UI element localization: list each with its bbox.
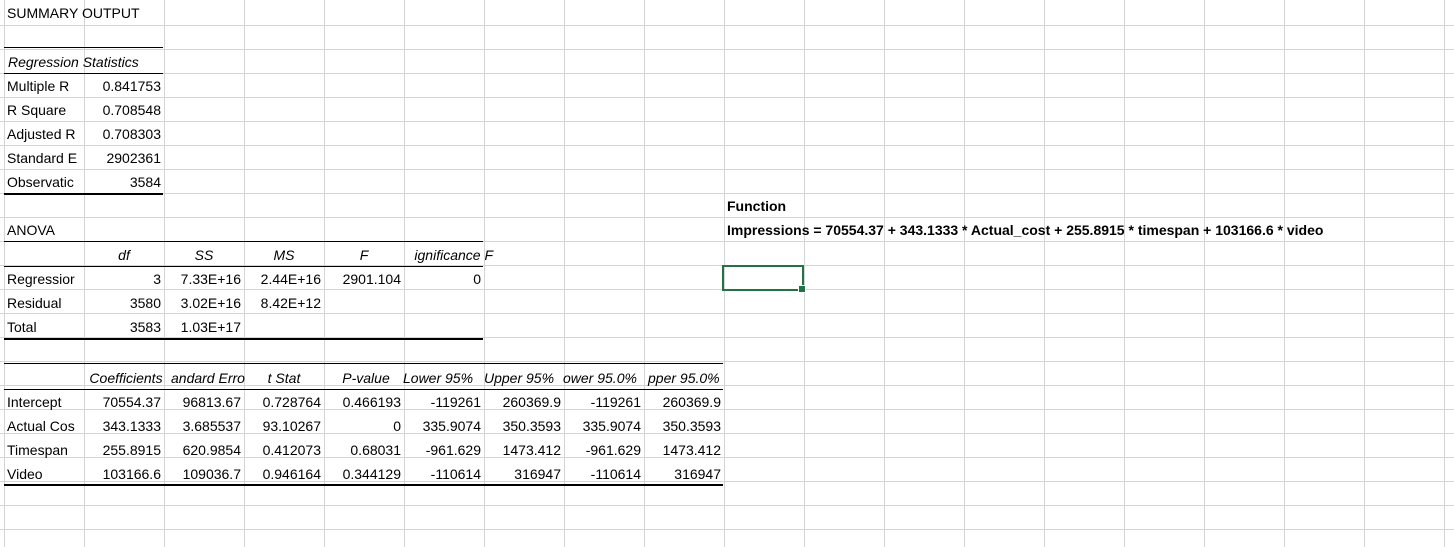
coef-cell[interactable]: 0.412073	[262, 442, 321, 458]
coef-cell[interactable]: 620.9854	[182, 442, 241, 458]
regstat-label-4[interactable]: Standard E	[7, 150, 78, 166]
anova-bottom-rule	[4, 338, 483, 340]
anova-header-f[interactable]: F	[359, 247, 369, 263]
coef-row-label[interactable]: Timespan	[7, 442, 68, 458]
coef-header-t-stat[interactable]: t Stat	[267, 370, 301, 386]
function-equation[interactable]: Impressions = 70554.37 + 343.1333 * Actu…	[727, 222, 1324, 238]
regstat-value-4[interactable]: 2902361	[106, 150, 161, 166]
coef-cell[interactable]: 1473.412	[502, 442, 561, 458]
anova-row-regression-significance[interactable]: 0	[473, 271, 481, 287]
coef-cell[interactable]: 255.8915	[102, 442, 161, 458]
coef-cell[interactable]: -119261	[430, 394, 481, 410]
anova-row-total-df[interactable]: 3583	[129, 319, 161, 335]
coef-cell[interactable]: 0.946164	[262, 466, 321, 482]
coef-header-upper-950[interactable]: pper 95.0%	[648, 370, 720, 386]
coef-row-label[interactable]: Actual Cos	[7, 418, 75, 434]
coef-cell[interactable]: 316947	[514, 466, 561, 482]
regstat-value-3[interactable]: 0.708303	[102, 126, 161, 142]
coef-cell[interactable]: 109036.7	[182, 466, 241, 482]
coef-cell[interactable]: 260369.9	[662, 394, 721, 410]
anova-header-rule	[4, 266, 483, 267]
anova-row-regression-df[interactable]: 3	[153, 271, 161, 287]
anova-row-residual-ss[interactable]: 3.02E+16	[180, 295, 241, 311]
coef-cell[interactable]: 3.685537	[182, 418, 241, 434]
regstat-header-rule	[4, 73, 163, 74]
anova-header-significance-f[interactable]: ignificance F	[414, 247, 493, 263]
anova-row-residual-df[interactable]: 3580	[129, 295, 161, 311]
anova-title[interactable]: ANOVA	[7, 222, 55, 238]
anova-header-df[interactable]: df	[118, 247, 130, 263]
regstat-label-2[interactable]: R Square	[7, 102, 67, 118]
anova-row-total-label[interactable]: Total	[7, 319, 37, 335]
coef-cell[interactable]: -961.629	[585, 442, 641, 458]
selected-cell[interactable]	[722, 265, 806, 293]
coef-cell[interactable]: 350.3593	[662, 418, 721, 434]
anova-row-regression-f[interactable]: 2901.104	[342, 271, 401, 287]
coef-header-rule	[4, 389, 723, 390]
coef-cell[interactable]: -119261	[590, 394, 641, 410]
coef-cell[interactable]: -110614	[590, 466, 641, 482]
anova-row-residual-ms[interactable]: 8.42E+12	[260, 295, 321, 311]
function-label[interactable]: Function	[727, 198, 787, 214]
regstat-label-5[interactable]: Observatic	[7, 174, 74, 190]
anova-row-regression-ms[interactable]: 2.44E+16	[260, 271, 321, 287]
regstat-top-rule	[4, 47, 163, 48]
coef-cell[interactable]: 70554.37	[102, 394, 161, 410]
coef-cell[interactable]: 1473.412	[662, 442, 721, 458]
coef-header-standard-error[interactable]: andard Erro	[171, 370, 245, 386]
coef-cell[interactable]: 335.9074	[422, 418, 481, 434]
coef-cell[interactable]: 96813.67	[182, 394, 241, 410]
anova-row-regression-ss[interactable]: 7.33E+16	[180, 271, 241, 287]
coef-cell[interactable]: 0.344129	[342, 466, 401, 482]
regstat-value-2[interactable]: 0.708548	[102, 102, 161, 118]
coef-header-lower-95[interactable]: Lower 95%	[403, 370, 474, 386]
regstat-value-1[interactable]: 0.841753	[102, 78, 161, 94]
coef-header-p-value[interactable]: P-value	[342, 370, 390, 386]
coef-cell[interactable]: 0.728764	[262, 394, 321, 410]
coef-header-upper-95[interactable]: Upper 95%	[484, 370, 555, 386]
regstat-label-3[interactable]: Adjusted R	[7, 126, 76, 142]
regstat-label-1[interactable]: Multiple R	[7, 78, 70, 94]
coef-row-label[interactable]: Intercept	[7, 394, 62, 410]
coef-header-lower-950[interactable]: ower 95.0%	[563, 370, 637, 386]
coef-header-coefficients[interactable]: Coefficients	[89, 370, 163, 386]
coef-row-label[interactable]: Video	[7, 466, 43, 482]
coef-cell[interactable]: 260369.9	[502, 394, 561, 410]
fill-handle[interactable]	[798, 285, 806, 293]
coef-cell[interactable]: 316947	[674, 466, 721, 482]
coef-bottom-rule	[4, 484, 723, 486]
coef-cell[interactable]: -961.629	[425, 442, 481, 458]
anova-header-ms[interactable]: MS	[273, 247, 295, 263]
anova-row-residual-label[interactable]: Residual	[7, 295, 62, 311]
anova-row-total-ss[interactable]: 1.03E+17	[180, 319, 241, 335]
coef-cell[interactable]: 335.9074	[582, 418, 641, 434]
summary-output-title[interactable]: SUMMARY OUTPUT	[7, 5, 140, 21]
coef-cell[interactable]: 93.10267	[262, 418, 321, 434]
coef-cell[interactable]: 0.466193	[342, 394, 401, 410]
coef-cell[interactable]: 343.1333	[102, 418, 161, 434]
regression-statistics-header[interactable]: Regression Statistics	[8, 54, 139, 70]
anova-header-ss[interactable]: SS	[194, 247, 214, 263]
coef-cell[interactable]: -110614	[430, 466, 481, 482]
coef-cell[interactable]: 0.68031	[350, 442, 401, 458]
regstat-value-5[interactable]: 3584	[129, 174, 161, 190]
coef-cell[interactable]: 103166.6	[102, 466, 161, 482]
coef-cell[interactable]: 0	[393, 418, 401, 434]
anova-top-rule	[4, 241, 483, 242]
coef-cell[interactable]: 350.3593	[502, 418, 561, 434]
regstat-bottom-rule	[4, 193, 163, 195]
anova-row-regression-label[interactable]: Regressior	[7, 271, 75, 287]
coef-top-rule	[4, 363, 723, 364]
